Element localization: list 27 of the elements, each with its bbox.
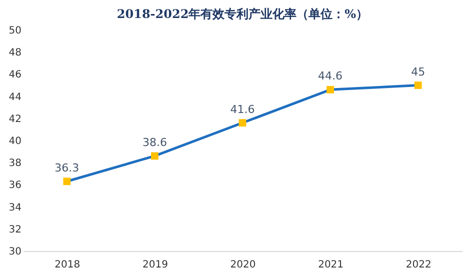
- point: [238, 119, 246, 127]
- x-tick-label: 2020: [230, 260, 256, 270]
- y-tick-label: 46: [8, 70, 22, 81]
- x-tick-label: 2021: [318, 260, 344, 270]
- data-label: 41.6: [230, 102, 255, 116]
- y-tick-label: 48: [8, 48, 22, 59]
- y-tick-label: 50: [8, 26, 22, 36]
- y-tick-label: 42: [8, 114, 22, 125]
- point: [63, 178, 71, 186]
- y-tick-label: 36: [8, 180, 22, 192]
- x-tick-label: 2022: [406, 260, 432, 270]
- y-tick-label: 32: [8, 224, 22, 236]
- y-tick-label: 34: [8, 202, 22, 214]
- y-tick-label: 38: [8, 158, 22, 170]
- y-tick-label: 44: [8, 92, 22, 103]
- data-label: 45: [411, 65, 426, 78]
- x-tick-label: 2019: [142, 260, 168, 270]
- x-tick-label: 2018: [54, 260, 80, 270]
- y-tick-label: 30: [8, 246, 22, 258]
- point: [326, 86, 334, 94]
- data-label: 44.6: [318, 70, 343, 83]
- data-label: 36.3: [54, 161, 80, 174]
- data-label: 38.6: [142, 136, 167, 149]
- point: [414, 82, 422, 89]
- point: [150, 152, 158, 160]
- y-tick-label: 40: [8, 136, 22, 147]
- chart-title: 2018-2022年有效专利产业化率（单位：%）: [116, 7, 368, 21]
